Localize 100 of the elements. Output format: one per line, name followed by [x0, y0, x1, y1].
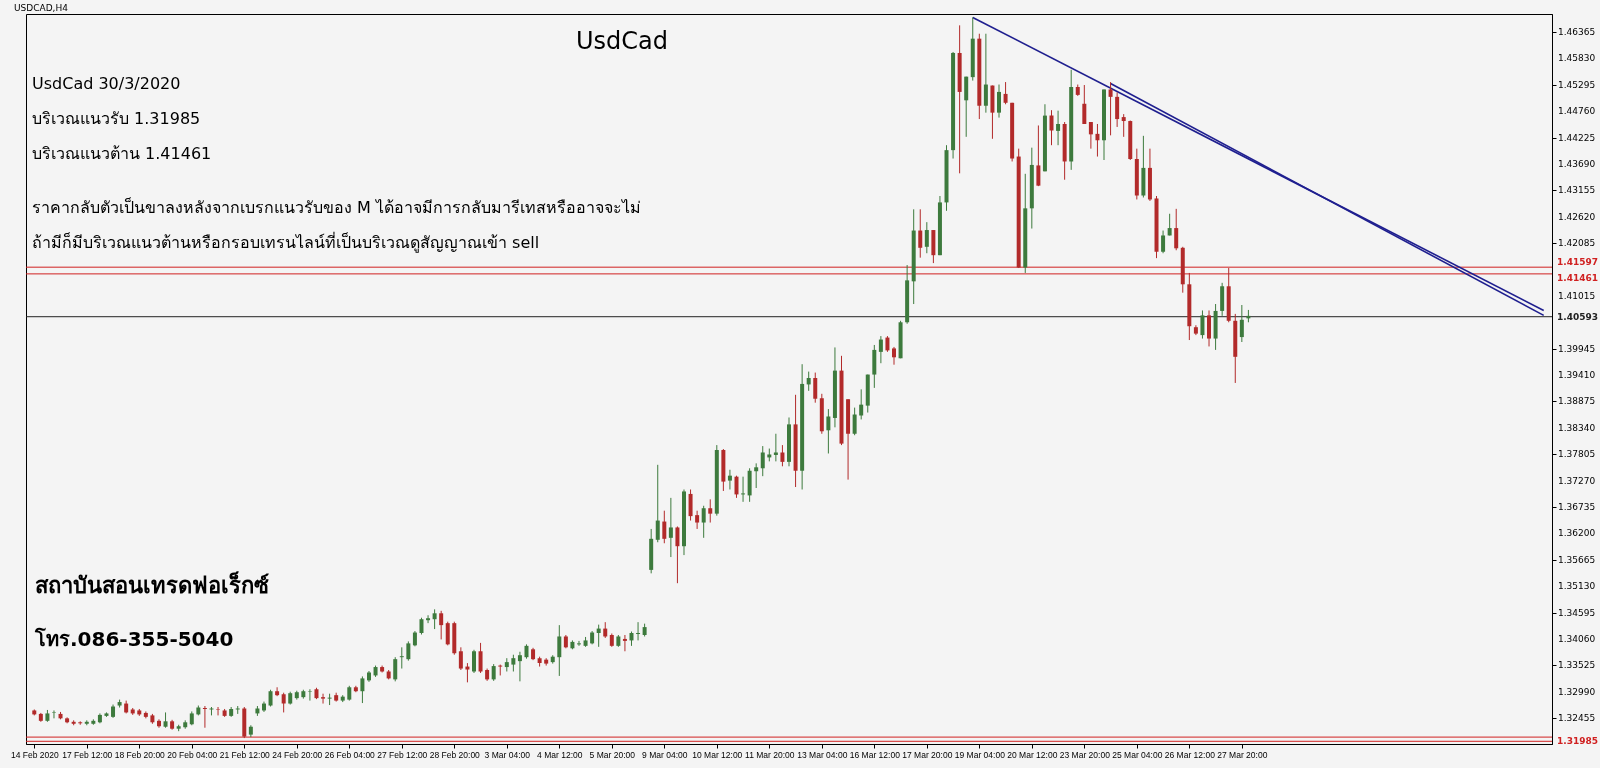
x-tick-label: 27 Mar 20:00: [1217, 749, 1268, 760]
text: USDCAD,H4: [14, 3, 69, 13]
x-tick-label: 20 Mar 12:00: [1007, 749, 1058, 760]
candlestick: [754, 462, 759, 489]
candlestick: [439, 610, 444, 640]
y-tick-label: 1.44760: [1558, 106, 1596, 117]
candlestick: [655, 464, 660, 543]
y-tick-label: 1.41015: [1558, 290, 1596, 301]
candlestick: [760, 445, 765, 477]
candlestick: [517, 651, 522, 682]
candlestick: [1207, 309, 1212, 347]
x-tick-label: 4 Mar 12:00: [537, 749, 583, 760]
y-tick-label: 1.39410: [1558, 370, 1596, 381]
x-tick-label: 16 Mar 12:00: [849, 749, 901, 760]
annotation: บริเวณแนวรับ 1.31985: [32, 109, 201, 128]
candlestick: [780, 444, 785, 467]
candlestick: [393, 656, 398, 682]
candlestick: [695, 510, 700, 530]
x-tick-label: 27 Feb 12:00: [377, 749, 428, 760]
candlestick: [701, 505, 706, 539]
candlestick: [773, 433, 778, 462]
y-tick-label: 1.36200: [1558, 528, 1596, 539]
candlestick: [1003, 81, 1008, 105]
y-tick-label: 1.33525: [1558, 660, 1596, 671]
candlestick: [708, 498, 713, 524]
candlestick: [636, 621, 641, 641]
x-tick-label: 23 Mar 20:00: [1059, 749, 1111, 760]
x-tick-label: 26 Mar 12:00: [1164, 749, 1216, 760]
annotation: โทร.086-355-5040: [34, 627, 234, 651]
candlestick: [997, 84, 1002, 119]
candlestick: [458, 646, 463, 671]
annotation: UsdCad 30/3/2020: [32, 74, 181, 93]
candlestick: [813, 372, 818, 404]
x-tick-label: 9 Mar 04:00: [642, 749, 688, 760]
x-tick-label: 10 Mar 12:00: [692, 749, 743, 760]
annotation: ราคากลับตัวเป็นขาลงหลังจากเบรกแนวรับของ M ได้อาจมีการกลับมารีเทสหรืออาจจะไม่: [32, 197, 641, 217]
candlestick: [1095, 123, 1100, 158]
x-tick-label: 18 Feb 20:00: [114, 749, 166, 760]
candlestick: [806, 371, 811, 392]
candlestick: [1121, 113, 1126, 138]
candlestick: [432, 608, 437, 630]
candlestick: [924, 221, 929, 254]
y-tick-label: 1.45830: [1558, 53, 1596, 64]
candlestick: [983, 33, 988, 114]
candlestick: [156, 718, 161, 729]
y-tick-label: 1.42085: [1558, 238, 1596, 249]
candlestick: [826, 408, 831, 454]
candlestick: [307, 688, 312, 702]
candlestick: [471, 649, 476, 674]
candlestick: [1200, 309, 1205, 340]
y-tick-label: 1.37270: [1558, 475, 1596, 486]
candlestick: [964, 76, 969, 138]
y-tick-label: 1.42620: [1558, 211, 1596, 222]
candlestick: [445, 621, 450, 646]
candlestick: [399, 646, 404, 670]
candlestick: [918, 208, 923, 259]
y-tick-label: 1.38875: [1558, 396, 1596, 407]
candlestick: [360, 675, 365, 704]
text: UsdCad: [575, 27, 669, 55]
x-tick-label: 24 Feb 20:00: [272, 749, 323, 760]
candlestick: [576, 640, 581, 647]
candlestick: [202, 705, 207, 729]
candlestick: [1174, 208, 1179, 251]
ref-line-label: 1.41461: [1557, 272, 1598, 283]
candlestick: [662, 510, 667, 544]
candlestick: [1036, 124, 1041, 187]
y-tick-label: 1.37805: [1558, 449, 1596, 460]
ref-line-label: 1.41597: [1557, 257, 1598, 268]
candlestick: [275, 686, 280, 697]
candlestick: [1082, 84, 1087, 125]
candlestick: [281, 692, 286, 713]
candlestick: [1088, 121, 1093, 150]
x-tick-label: 17 Mar 20:00: [902, 749, 953, 760]
y-tick-label: 1.34595: [1558, 607, 1596, 618]
x-tick-label: 5 Mar 20:00: [589, 749, 636, 760]
candlestick: [1108, 81, 1113, 136]
candlestick: [734, 475, 739, 499]
candlestick: [892, 346, 896, 366]
y-tick-label: 1.39945: [1558, 343, 1596, 354]
candlestick: [321, 693, 326, 705]
x-tick-label: 28 Feb 20:00: [429, 749, 481, 760]
candlestick: [741, 476, 746, 503]
candlestick: [406, 640, 411, 662]
x-tick-label: 3 Mar 04:00: [484, 749, 531, 760]
candlestick: [688, 488, 693, 522]
annotation: บริเวณแนวต้าน 1.41461: [32, 144, 212, 163]
candlestick: [426, 614, 431, 624]
candlestick: [78, 720, 83, 726]
candlestick: [478, 642, 483, 674]
x-tick-label: 14 Feb 2020: [10, 749, 59, 760]
y-tick-label: 1.46365: [1558, 27, 1596, 37]
y-tick-label: 1.44225: [1558, 132, 1596, 143]
y-tick-label: 1.43155: [1558, 185, 1596, 196]
candlestick: [1115, 91, 1120, 128]
candlestick: [675, 525, 680, 584]
candlestick: [557, 624, 562, 677]
ref-line-label: 1.40593: [1557, 311, 1598, 322]
x-tick-label: 17 Feb 12:00: [62, 749, 113, 760]
candlestick: [852, 407, 857, 436]
x-tick-label: 21 Feb 12:00: [219, 749, 271, 760]
